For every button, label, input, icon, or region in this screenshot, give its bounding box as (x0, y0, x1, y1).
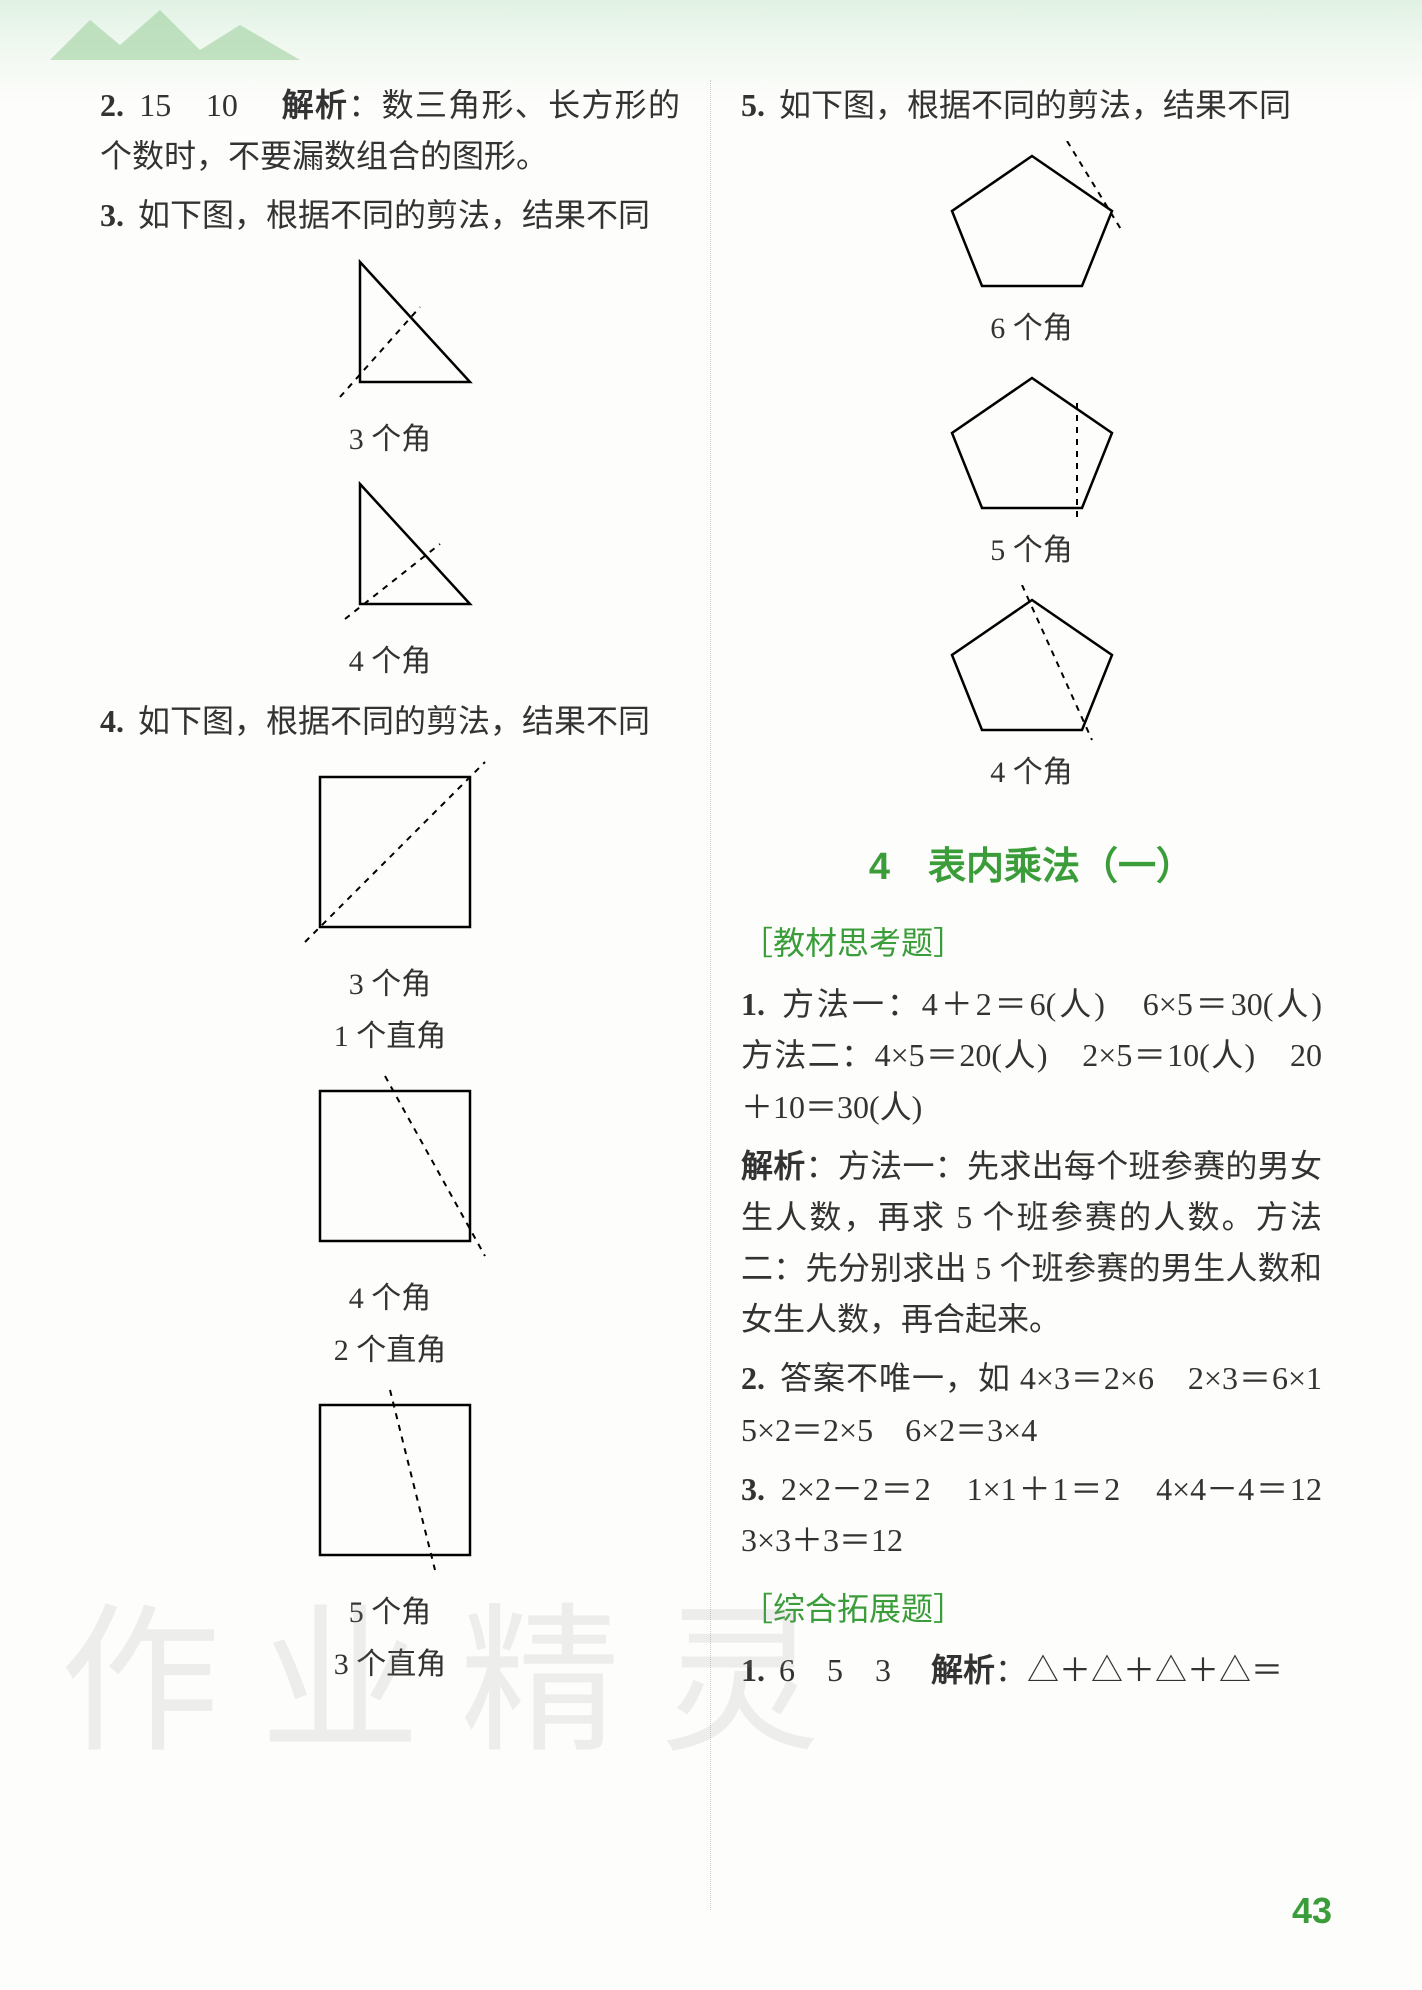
q5-text: 如下图，根据不同的剪法，结果不同 (779, 87, 1291, 123)
q5-line: 5. 如下图，根据不同的剪法，结果不同 (741, 80, 1322, 131)
sec-q1b-answers: 6 5 3 (779, 1652, 891, 1688)
sec-q1-analysis-label: 解析 (741, 1148, 806, 1184)
left-column: 2. 15 10 解析：数三角形、长方形的个数时，不要漏数组合的图形。 3. 如… (80, 80, 711, 1910)
square-3-angles-icon (270, 757, 510, 957)
q5-fig2: 5 个角 (741, 363, 1322, 575)
q2-analysis-label: 解析 (282, 87, 349, 123)
sec-q1b-label: 解析 (931, 1652, 995, 1688)
pentagon-6-angles-icon (922, 141, 1142, 301)
q2-line: 2. 15 10 解析：数三角形、长方形的个数时，不要漏数组合的图形。 (100, 80, 680, 182)
right-column: 5. 如下图，根据不同的剪法，结果不同 6 个角 5 个角 4 个角 4 (711, 80, 1342, 1910)
pentagon-4-angles-icon (922, 585, 1142, 745)
q3-fig1: 3 个角 (100, 252, 680, 464)
q3-line: 3. 如下图，根据不同的剪法，结果不同 (100, 190, 680, 241)
q4-fig3-cap-b: 3 个直角 (100, 1641, 680, 1689)
q4-fig1-cap-b: 1 个直角 (100, 1013, 680, 1061)
q3-num: 3. (100, 197, 124, 233)
sec-q1b-num: 1. (741, 1652, 765, 1688)
square-4-angles-icon (270, 1071, 510, 1271)
sec-q1-line1: 方法一：4＋2＝6(人) 6×5＝30(人) 方法二：4×5＝20(人) 2×5… (741, 986, 1354, 1124)
triangle-3-angles-icon (290, 252, 490, 412)
sec-q2-num: 2. (741, 1360, 765, 1396)
q4-fig3: 5 个角 3 个直角 (100, 1385, 680, 1689)
q4-fig1-cap-a: 3 个角 (100, 961, 680, 1009)
q5-fig3-caption: 4 个角 (741, 749, 1322, 797)
q5-num: 5. (741, 87, 765, 123)
sec-q1-analysis-text: ：方法一：先求出每个班参赛的男女生人数，再求 5 个班参赛的人数。方法二：先分别… (741, 1148, 1322, 1338)
q5-fig2-caption: 5 个角 (741, 527, 1322, 575)
sec-q3: 3. 2×2－2＝2 1×1＋1＝2 4×4－4＝12 3×3＋3＝12 (741, 1464, 1322, 1566)
q5-fig3: 4 个角 (741, 585, 1322, 797)
q4-text: 如下图，根据不同的剪法，结果不同 (138, 703, 650, 739)
q4-fig3-cap-a: 5 个角 (100, 1589, 680, 1637)
q4-num: 4. (100, 703, 124, 739)
page-number: 43 (1292, 1882, 1332, 1940)
sec-q1-num: 1. (741, 986, 765, 1022)
q3-fig1-caption: 3 个角 (100, 416, 680, 464)
sec-q1-analysis: 解析：方法一：先求出每个班参赛的男女生人数，再求 5 个班参赛的人数。方法二：先… (741, 1141, 1322, 1346)
square-5-angles-icon (270, 1385, 510, 1585)
q4-fig1: 3 个角 1 个直角 (100, 757, 680, 1061)
q4-fig2: 4 个角 2 个直角 (100, 1071, 680, 1375)
sec-q1: 1. 方法一：4＋2＝6(人) 6×5＝30(人) 方法二：4×5＝20(人) … (741, 979, 1322, 1133)
q3-fig2-caption: 4 个角 (100, 638, 680, 686)
sec-q1b: 1. 6 5 3 解析：△＋△＋△＋△＝ (741, 1645, 1322, 1696)
triangle-4-angles-icon (290, 474, 490, 634)
q3-fig2: 4 个角 (100, 474, 680, 686)
q5-fig1-caption: 6 个角 (741, 305, 1322, 353)
section-title: 4 表内乘法（一） (741, 837, 1322, 898)
subsection-2: ［综合拓展题］ (741, 1584, 1322, 1635)
sec-q3-text: 2×2－2＝2 1×1＋1＝2 4×4－4＝12 3×3＋3＝12 (741, 1471, 1354, 1558)
q4-line: 4. 如下图，根据不同的剪法，结果不同 (100, 696, 680, 747)
pentagon-5-angles-icon (922, 363, 1142, 523)
subsection-1: ［教材思考题］ (741, 918, 1322, 969)
q4-fig2-cap-a: 4 个角 (100, 1275, 680, 1323)
mountain-decoration (50, 0, 300, 60)
q4-fig2-cap-b: 2 个直角 (100, 1327, 680, 1375)
sec-q1b-text: ：△＋△＋△＋△＝ (995, 1652, 1283, 1688)
content-area: 2. 15 10 解析：数三角形、长方形的个数时，不要漏数组合的图形。 3. 如… (80, 80, 1342, 1910)
q2-answers: 15 10 (139, 87, 238, 123)
sec-q3-num: 3. (741, 1471, 765, 1507)
q5-fig1: 6 个角 (741, 141, 1322, 353)
sec-q2: 2. 答案不唯一，如 4×3＝2×6 2×3＝6×1 5×2＝2×5 6×2＝3… (741, 1353, 1322, 1455)
q3-text: 如下图，根据不同的剪法，结果不同 (138, 197, 650, 233)
q2-num: 2. (100, 87, 124, 123)
sec-q2-text: 答案不唯一，如 4×3＝2×6 2×3＝6×1 5×2＝2×5 6×2＝3×4 (741, 1360, 1354, 1447)
